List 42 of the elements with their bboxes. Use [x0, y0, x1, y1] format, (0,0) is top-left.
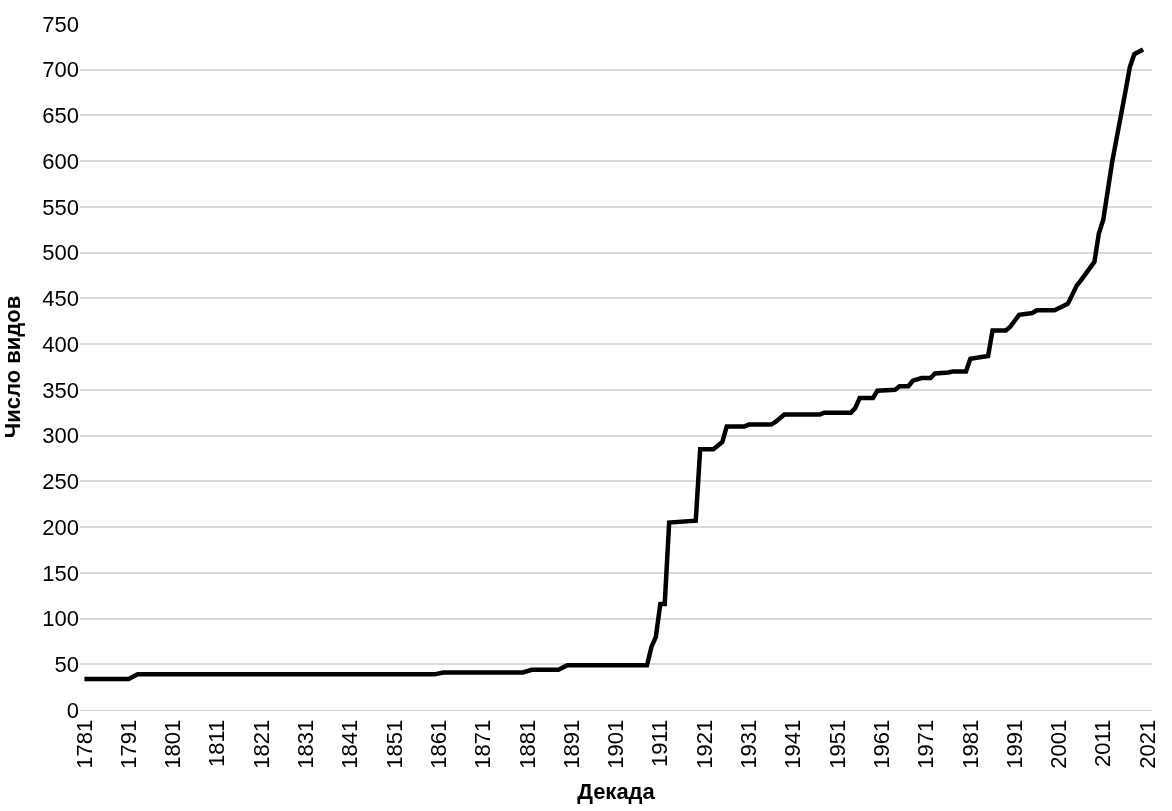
- y-tick-label: 600: [42, 148, 79, 174]
- y-tick-label: 450: [42, 286, 79, 312]
- x-tick-label: 2021: [1134, 719, 1160, 769]
- x-tick-label: 1961: [868, 719, 894, 769]
- x-tick-label: 1891: [558, 719, 584, 769]
- x-tick-label: 1851: [381, 719, 407, 769]
- x-tick-label: 1971: [913, 719, 939, 769]
- x-tick-label: 2001: [1046, 719, 1072, 769]
- x-tick-label: 1931: [736, 719, 762, 769]
- y-tick-label: 200: [42, 514, 79, 540]
- x-tick-label: 1951: [824, 719, 850, 769]
- y-tick-label: 100: [42, 606, 79, 632]
- x-tick-label: 1831: [293, 719, 319, 769]
- y-axis-title: Число видов: [0, 295, 26, 439]
- x-tick-label: 2011: [1090, 719, 1116, 768]
- y-tick-label: 750: [42, 11, 79, 37]
- x-tick-label: 1801: [160, 719, 186, 769]
- y-tick-label: 150: [42, 560, 79, 586]
- x-tick-label: 1861: [425, 719, 451, 769]
- y-tick-label: 550: [42, 194, 79, 220]
- y-tick-label: 500: [42, 240, 79, 266]
- y-tick-label: 350: [42, 377, 79, 403]
- x-tick-label: 1791: [115, 719, 141, 769]
- x-tick-label: 1991: [1001, 719, 1027, 769]
- x-tick-label: 1911: [647, 719, 673, 768]
- x-tick-label: 1921: [691, 719, 717, 769]
- x-axis-title: Декада: [577, 778, 656, 804]
- x-tick-label: 1981: [957, 719, 983, 769]
- y-tick-label: 50: [54, 651, 79, 677]
- x-tick-label: 1941: [780, 719, 806, 769]
- line-series: [82, 47, 1146, 682]
- x-tick-label: 1811: [204, 719, 230, 768]
- x-tick-label: 1841: [337, 719, 363, 769]
- y-tick-label: 700: [42, 57, 79, 83]
- y-tick-label: 300: [42, 423, 79, 449]
- y-tick-label: 650: [42, 103, 79, 129]
- y-tick-label: 250: [42, 469, 79, 495]
- x-tick-label: 1901: [603, 719, 629, 769]
- y-tick-label: 400: [42, 331, 79, 357]
- x-tick-label: 1871: [470, 719, 496, 769]
- x-tick-label: 1881: [514, 719, 540, 769]
- x-tick-label: 1821: [248, 719, 274, 769]
